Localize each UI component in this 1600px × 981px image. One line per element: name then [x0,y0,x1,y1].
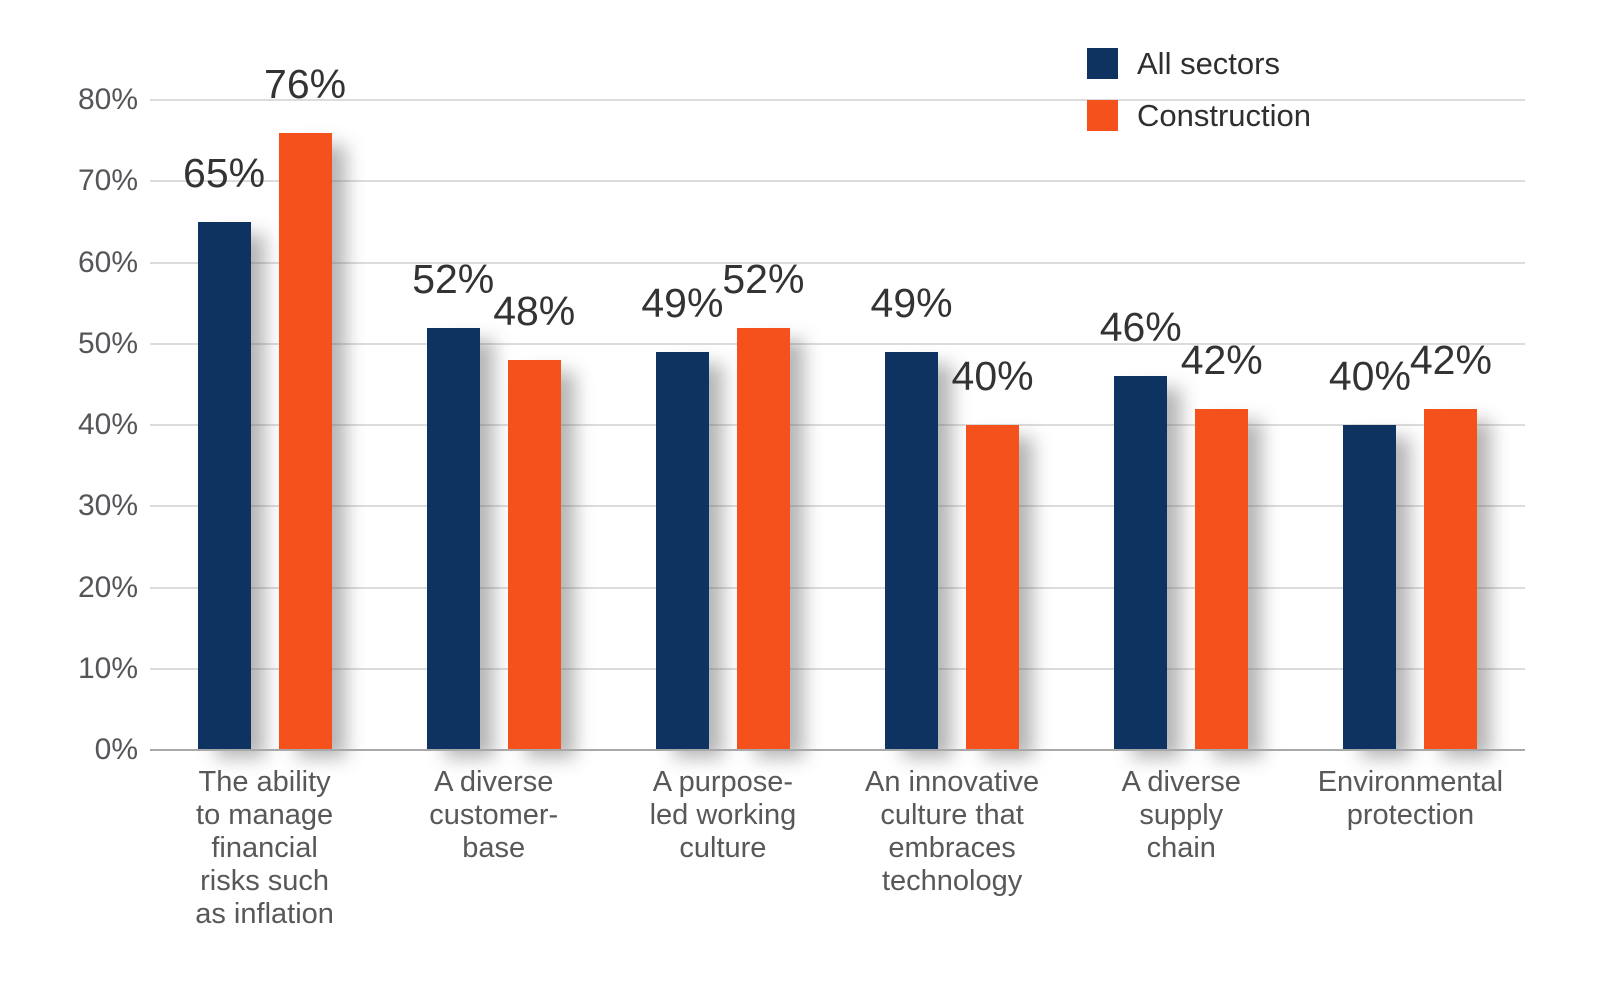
bar-all-sectors: 49% [871,282,953,750]
bar-value-label: 52% [412,255,495,302]
bar-group-4: 49% 40% [838,282,1067,750]
y-tick-label-50: 50% [77,326,138,360]
gridline-10 [150,667,1525,670]
bar-value-label: 65% [183,149,266,196]
bar-construction: 40% [952,356,1034,750]
bar-value-label: 49% [870,279,953,326]
legend-item-construction: Construction [1087,100,1311,131]
bar-value-label: 48% [493,288,576,334]
gridline-70 [150,180,1525,183]
bar-group-5: 46% 42% [1067,307,1296,750]
y-tick-label-30: 30% [77,489,138,523]
bar-value-label: 40% [951,353,1034,399]
bar-value-label: 46% [1099,304,1182,351]
legend: All sectors Construction [1087,48,1311,131]
category-label-1: The ability to manage financial risks su… [195,766,334,931]
bar-value-label: 40% [1328,353,1411,399]
bar-construction: 42% [1410,339,1492,750]
legend-swatch-icon [1087,48,1118,79]
y-tick-label-40: 40% [77,408,138,441]
bar-value-label: 49% [641,279,724,326]
bar-value-label: 52% [722,255,805,302]
bar-all-sectors: 46% [1100,307,1182,750]
bar-value-label: 42% [1409,336,1492,383]
legend-item-all-sectors: All sectors [1087,48,1311,79]
bar-value-label: 76% [264,60,347,107]
category-label-2: A diverse customer- base [429,766,559,865]
x-axis-line [150,749,1525,751]
bar-all-sectors: 49% [641,282,723,750]
y-tick-label-20: 20% [77,570,138,604]
bar-group-1: 65% 76% [150,63,379,750]
y-tick-label-60: 60% [77,245,138,279]
category-label-6: Environmental protection [1317,766,1504,832]
y-tick-label-80: 80% [77,83,138,116]
bar-construction: 52% [722,258,804,750]
bar-group-2: 52% 48% [379,258,608,750]
gridline-20 [150,586,1525,589]
category-label-4: An innovative culture that embraces tech… [865,766,1040,898]
legend-swatch-icon [1087,100,1118,131]
gridline-80 [150,99,1525,101]
y-tick-label-10: 10% [77,651,138,685]
gridline-40 [150,424,1525,426]
y-tick-label-0: 0% [94,733,138,766]
bar-all-sectors: 40% [1329,356,1411,750]
gridline-60 [150,261,1525,264]
bar-construction: 76% [264,63,346,750]
bar-all-sectors: 52% [412,258,494,750]
gridline-30 [150,505,1525,508]
y-tick-label-70: 70% [77,164,138,198]
bar-all-sectors: 65% [183,152,265,750]
legend-label: Construction [1137,98,1312,133]
bar-value-label: 42% [1180,336,1263,383]
category-label-3: A purpose- led working culture [649,766,797,865]
bar-group-3: 49% 52% [608,258,837,750]
gridline-50 [150,342,1525,345]
bar-construction: 42% [1181,339,1263,750]
bar-construction: 48% [493,291,575,750]
legend-label: All sectors [1137,46,1280,81]
category-label-5: A diverse supply chain [1121,766,1241,865]
bar-group-6: 40% 42% [1296,339,1525,750]
